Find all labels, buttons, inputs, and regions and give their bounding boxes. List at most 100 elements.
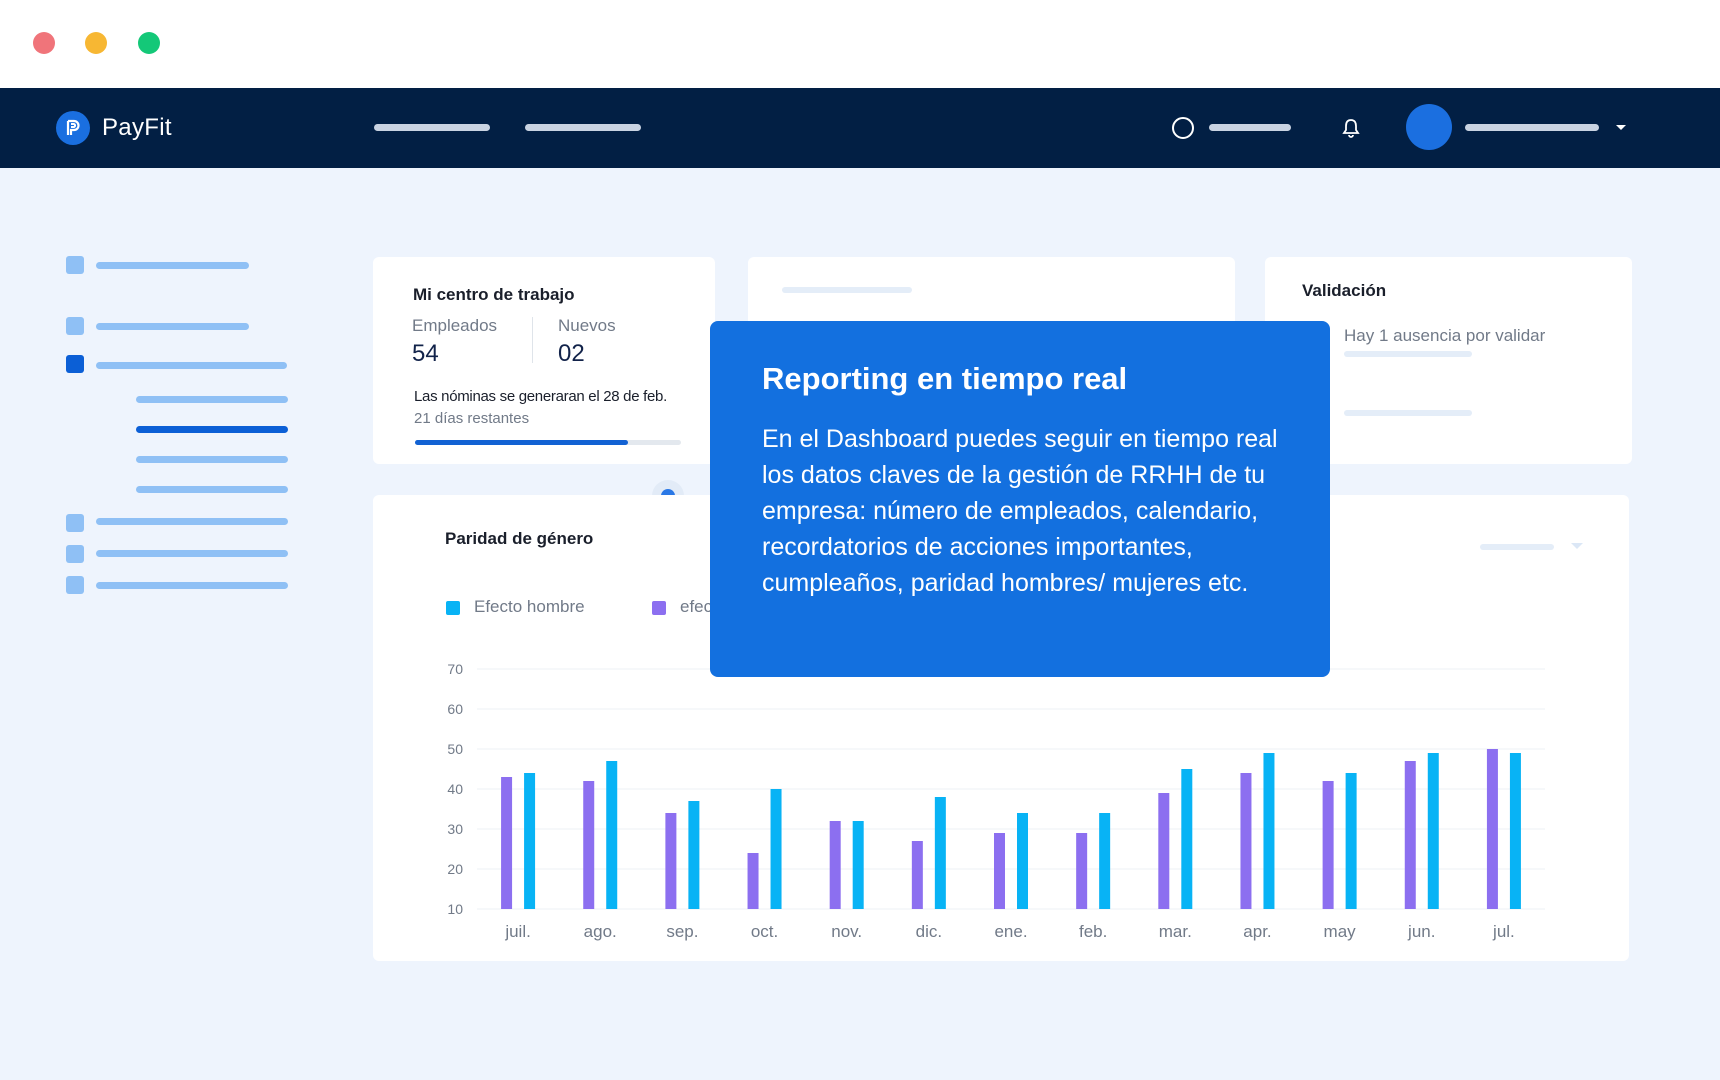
work-center-title: Mi centro de trabajo xyxy=(413,285,575,304)
bar xyxy=(747,853,759,909)
y-tick-label: 60 xyxy=(447,701,463,717)
bar xyxy=(852,821,864,909)
x-tick-label: ago. xyxy=(584,922,617,941)
bar xyxy=(829,821,841,909)
bar xyxy=(1322,781,1334,909)
x-tick-label: jul. xyxy=(1492,922,1515,941)
new-employees-label: Nuevos xyxy=(558,316,616,335)
x-tick-label: ene. xyxy=(994,922,1027,941)
bar xyxy=(1158,793,1170,909)
nav-link-placeholder[interactable] xyxy=(374,124,490,131)
sidebar-item-icon xyxy=(66,576,84,594)
sidebar-item[interactable] xyxy=(96,582,288,589)
maximize-window-button[interactable] xyxy=(138,32,160,54)
chart-title: Paridad de género xyxy=(445,529,594,548)
tooltip-body: En el Dashboard puedes seguir en tiempo … xyxy=(762,425,1278,597)
bar xyxy=(770,789,782,909)
payroll-progress-fill xyxy=(415,440,628,445)
search-placeholder[interactable] xyxy=(1209,124,1291,131)
work-center-card: Mi centro de trabajo Empleados 54 Nuevos… xyxy=(373,257,715,464)
legend-label-hombre: Efecto hombre xyxy=(474,597,585,616)
y-tick-label: 50 xyxy=(447,741,463,757)
nav-link-placeholder[interactable] xyxy=(525,124,641,131)
bar xyxy=(688,801,700,909)
bar xyxy=(1486,749,1498,909)
validation-title: Validación xyxy=(1302,281,1387,300)
bar xyxy=(1240,773,1252,909)
avatar[interactable] xyxy=(1406,104,1452,150)
user-name-placeholder[interactable] xyxy=(1465,124,1599,131)
close-window-button[interactable] xyxy=(33,32,55,54)
top-navigation-bar: PayFit xyxy=(0,88,1720,168)
gender-parity-chart: 10 20 30 40 50 60 70 juil. ago. sep. oct. nov. dic. e… xyxy=(447,661,1545,941)
sidebar-item-icon xyxy=(66,545,84,563)
bar xyxy=(583,781,595,909)
placeholder-line xyxy=(1344,410,1472,416)
days-remaining-text: 21 días restantes xyxy=(414,410,530,427)
minimize-window-button[interactable] xyxy=(85,32,107,54)
sidebar-item[interactable] xyxy=(96,323,249,330)
bar xyxy=(1181,769,1193,909)
brand-logo[interactable]: PayFit xyxy=(56,111,172,145)
legend-swatch-mujer xyxy=(652,601,666,615)
sidebar-item-icon xyxy=(66,514,84,532)
bar xyxy=(1345,773,1357,909)
bar xyxy=(524,773,536,909)
payfit-logo-icon xyxy=(56,111,90,145)
sidebar-subitem[interactable] xyxy=(136,396,288,403)
sidebar-item[interactable] xyxy=(96,550,288,557)
feature-tooltip: Reporting en tiempo real En el Dashboard… xyxy=(710,321,1330,677)
y-tick-label: 20 xyxy=(447,861,463,877)
payroll-progress-bar xyxy=(415,440,681,445)
bar xyxy=(1076,833,1088,909)
sidebar-subitem[interactable] xyxy=(136,456,288,463)
bar xyxy=(934,797,946,909)
bar xyxy=(606,761,618,909)
y-tick-label: 40 xyxy=(447,781,463,797)
placeholder-title xyxy=(782,287,912,293)
sidebar-item[interactable] xyxy=(96,518,288,525)
x-tick-label: may xyxy=(1324,922,1357,941)
legend-label-mujer: efec xyxy=(680,597,713,616)
sidebar-item[interactable] xyxy=(96,262,249,269)
bar xyxy=(1404,761,1416,909)
pending-absence-text[interactable]: Hay 1 ausencia por validar xyxy=(1344,326,1546,345)
bar xyxy=(1099,813,1111,909)
x-tick-label: mar. xyxy=(1159,922,1192,941)
bar xyxy=(1263,753,1275,909)
chevron-down-icon[interactable] xyxy=(1616,125,1626,130)
bar xyxy=(501,777,513,909)
x-tick-label: oct. xyxy=(751,922,778,941)
bell-icon[interactable] xyxy=(1342,117,1360,144)
x-tick-label: apr. xyxy=(1243,922,1271,941)
sidebar-item-active[interactable] xyxy=(96,362,287,369)
bar xyxy=(911,841,923,909)
search-icon[interactable] xyxy=(1172,117,1194,139)
tooltip-title: Reporting en tiempo real xyxy=(762,361,1128,396)
placeholder-line xyxy=(1344,351,1472,357)
bar xyxy=(1017,813,1028,909)
payroll-date-text: Las nóminas se generaran el 28 de feb. xyxy=(414,388,667,405)
x-tick-label: dic. xyxy=(916,922,942,941)
sidebar-subitem[interactable] xyxy=(136,486,288,493)
y-tick-label: 30 xyxy=(447,821,463,837)
x-tick-label: juil. xyxy=(504,922,531,941)
sidebar-item-icon xyxy=(66,317,84,335)
sidebar-item-icon xyxy=(66,256,84,274)
sidebar-subitem-active[interactable] xyxy=(136,426,288,433)
period-select[interactable] xyxy=(1480,544,1554,550)
bar xyxy=(665,813,677,909)
bar xyxy=(1427,753,1439,909)
chevron-down-icon[interactable] xyxy=(1571,543,1583,549)
sidebar-item-icon xyxy=(66,355,84,373)
employees-label: Empleados xyxy=(412,316,498,335)
new-employees-count: 02 xyxy=(558,340,585,367)
x-tick-label: nov. xyxy=(831,922,862,941)
y-tick-label: 70 xyxy=(447,661,463,677)
bar xyxy=(994,833,1005,909)
bar xyxy=(1509,753,1521,909)
y-tick-label: 10 xyxy=(447,901,463,917)
legend-swatch-hombre xyxy=(446,601,460,615)
x-tick-label: jun. xyxy=(1407,922,1435,941)
stat-divider xyxy=(532,317,533,363)
